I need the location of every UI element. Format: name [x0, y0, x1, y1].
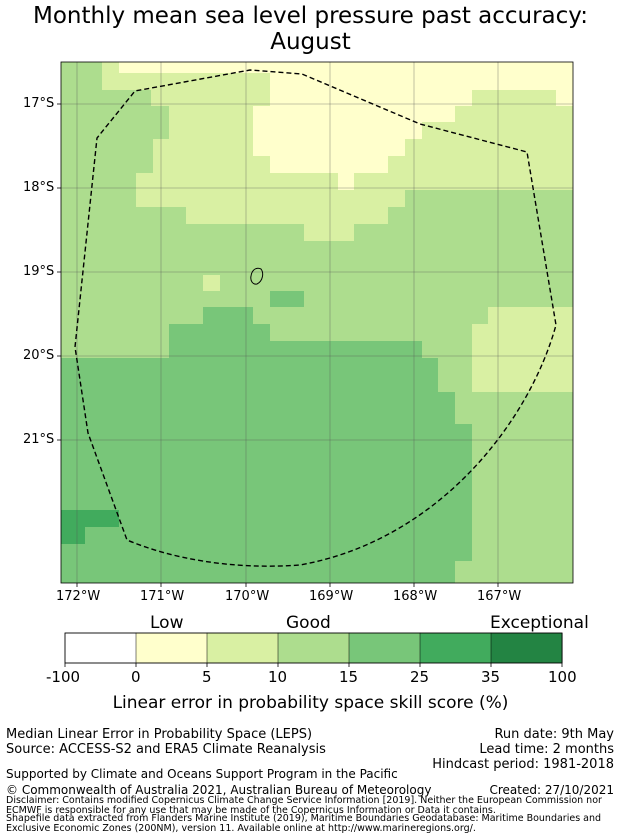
chart-title-line2: August: [270, 29, 351, 55]
lat-label-18s: 18°S: [23, 180, 55, 195]
colorbar-segment: [206, 632, 279, 664]
footer-disclaimer-2: ECMWF is responsible for any use that ma…: [6, 805, 496, 816]
colorbar-tick: 10: [268, 668, 288, 686]
colorbar-tick: -100: [46, 668, 81, 686]
lon-label-171w: 171°W: [140, 589, 185, 604]
chart-title-line1: Monthly mean sea level pressure past acc…: [33, 3, 588, 29]
colorbar-segment: [419, 632, 492, 664]
footer-copyright: © Commonwealth of Australia 2021, Austra…: [6, 783, 432, 797]
lon-label-167w: 167°W: [477, 589, 522, 604]
lon-label-170w: 170°W: [225, 589, 270, 604]
footer-hindcast: Hindcast period: 1981-2018: [432, 757, 614, 772]
lat-label-21s: 21°S: [23, 432, 55, 447]
eez-boundary: [74, 69, 557, 567]
colorbar-segment: [348, 632, 421, 664]
legend-category-good: Good: [286, 613, 331, 633]
footer-shapefile-1: Shapefile data extracted from Flanders M…: [6, 813, 602, 824]
colorbar-tick: 0: [131, 668, 141, 686]
island-outline: [250, 267, 264, 285]
skill-map: [57, 61, 574, 587]
lon-label-168w: 168°W: [393, 589, 438, 604]
footer-run-date: Run date: 9th May: [494, 727, 614, 742]
footer-shapefile-2: Exclusive Economic Zones (200NM), versio…: [6, 823, 476, 834]
footer-method: Median Linear Error in Probability Space…: [6, 727, 313, 742]
colorbar-tick: 5: [202, 668, 212, 686]
legend-category-exceptional: Exceptional: [490, 613, 589, 633]
lat-label-19s: 19°S: [23, 264, 55, 279]
footer-source: Source: ACCESS-S2 and ERA5 Climate Reana…: [6, 742, 326, 757]
colorbar-tick: 15: [339, 668, 359, 686]
colorbar-axis-label: Linear error in probability space skill …: [112, 693, 509, 713]
footer-disclaimer-1: Disclaimer: Contains modified Copernicus…: [6, 795, 602, 806]
colorbar-segment: [490, 632, 563, 664]
lon-label-169w: 169°W: [309, 589, 354, 604]
skill-raster: [61, 62, 573, 583]
colorbar-segment: [64, 632, 137, 664]
legend-category-low: Low: [150, 613, 184, 633]
footer-created: Created: 27/10/2021: [489, 783, 614, 797]
colorbar-tick: 100: [548, 668, 577, 686]
colorbar-tick: 25: [410, 668, 430, 686]
colorbar-segment: [277, 632, 350, 664]
lat-label-20s: 20°S: [23, 348, 55, 363]
colorbar-segment: [135, 632, 208, 664]
footer-support: Supported by Climate and Oceans Support …: [6, 767, 398, 781]
lat-label-17s: 17°S: [23, 96, 55, 111]
lon-label-172w: 172°W: [56, 589, 101, 604]
footer-lead-time: Lead time: 2 months: [479, 742, 614, 757]
colorbar-tick: 35: [481, 668, 501, 686]
colorbar: [64, 632, 563, 667]
graticule: [61, 62, 573, 583]
